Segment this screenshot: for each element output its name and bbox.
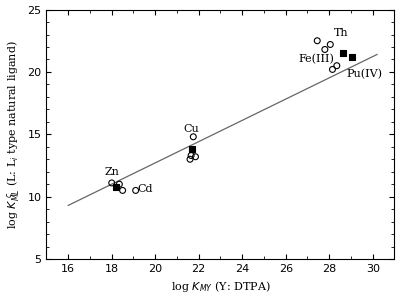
Point bbox=[120, 188, 126, 193]
Point bbox=[132, 188, 139, 193]
Point bbox=[108, 181, 115, 185]
Point bbox=[113, 184, 119, 189]
Point bbox=[192, 154, 199, 159]
Text: Th: Th bbox=[334, 28, 348, 38]
Point bbox=[187, 157, 193, 162]
Point bbox=[188, 153, 194, 158]
Point bbox=[334, 63, 340, 68]
Text: Pu(IV): Pu(IV) bbox=[347, 69, 383, 80]
Point bbox=[327, 42, 334, 47]
X-axis label: log $K_{MY}$ (Y: DTPA): log $K_{MY}$ (Y: DTPA) bbox=[170, 279, 270, 294]
Text: Cd: Cd bbox=[138, 184, 153, 194]
Point bbox=[190, 134, 196, 139]
Point bbox=[314, 38, 320, 43]
Point bbox=[340, 51, 346, 56]
Y-axis label: log $K_{ML}^{\ c}$ (L: L$_i$ type natural ligand): log $K_{ML}^{\ c}$ (L: L$_i$ type natura… bbox=[6, 40, 22, 229]
Point bbox=[322, 47, 328, 52]
Text: Fe(III): Fe(III) bbox=[299, 54, 335, 64]
Point bbox=[329, 67, 336, 72]
Point bbox=[116, 182, 122, 187]
Text: Zn: Zn bbox=[104, 167, 119, 177]
Point bbox=[189, 147, 196, 152]
Text: Cu: Cu bbox=[184, 124, 199, 134]
Point bbox=[349, 55, 355, 59]
